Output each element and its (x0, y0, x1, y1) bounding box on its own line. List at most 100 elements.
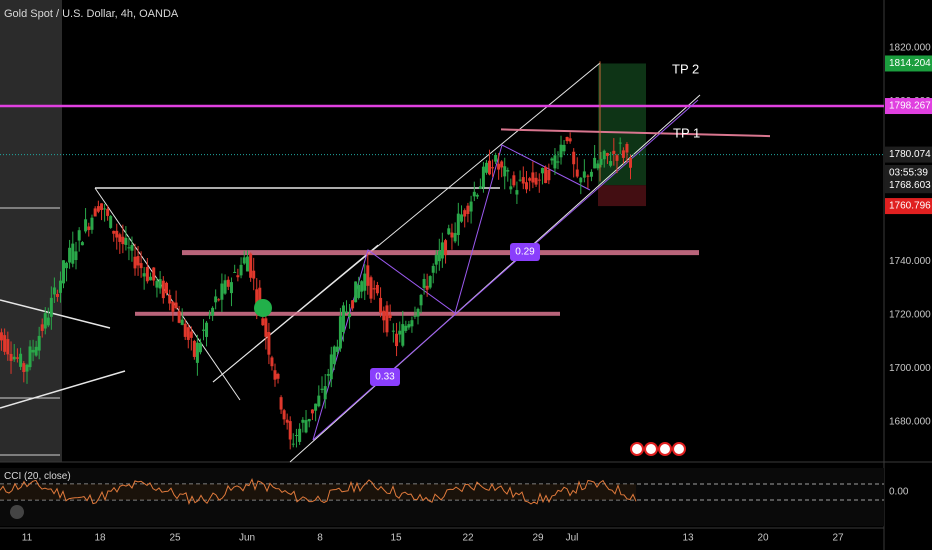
settings-icon[interactable] (10, 505, 24, 519)
candle-body (195, 342, 199, 363)
time-tick-label: 18 (94, 533, 106, 544)
candle-body (332, 346, 336, 365)
candle-body (521, 177, 525, 184)
time-tick-label: 11 (22, 533, 33, 544)
cci-value-label: 0.00 (889, 487, 909, 498)
candle-body (503, 166, 507, 177)
candle-body (437, 250, 441, 262)
price-badge-text: 03:55:39 (889, 168, 928, 179)
candle-body (310, 409, 314, 414)
candle-body (87, 226, 91, 231)
candle-body (6, 339, 10, 355)
economic-event-icon[interactable] (672, 442, 686, 456)
candle-body (288, 421, 292, 440)
candle-body (497, 163, 501, 170)
candle-body (444, 240, 448, 256)
time-tick-label: 13 (682, 533, 694, 544)
price-badge (885, 177, 932, 194)
candle-body (142, 273, 146, 277)
candle-body (127, 247, 131, 249)
candle-body (568, 138, 572, 142)
candle-body (214, 296, 218, 303)
candle-body (258, 287, 262, 303)
candle-body (168, 295, 172, 304)
candle-body (484, 162, 488, 173)
candle-body (593, 157, 597, 169)
candle-body (518, 179, 522, 181)
candle-body (229, 282, 233, 294)
candle-body (460, 214, 464, 222)
candle-body (145, 267, 149, 282)
candle-body (301, 419, 305, 423)
candle-body (379, 297, 383, 313)
time-tick-label: 22 (462, 533, 474, 544)
candle-body (9, 353, 13, 361)
candle-body (3, 335, 7, 352)
candle-body (565, 136, 569, 142)
candle-body (335, 346, 339, 352)
candle-body (279, 397, 283, 410)
candle-body (475, 194, 479, 197)
time-tick-label: Jun (239, 533, 255, 544)
candle-body (270, 357, 274, 367)
candle-body (201, 329, 205, 331)
time-tick-label: 25 (169, 533, 181, 544)
candle-body (68, 247, 72, 263)
economic-event-icon[interactable] (658, 442, 672, 456)
candle-body (96, 206, 100, 212)
candle-body (491, 167, 495, 169)
candle-body (186, 327, 190, 340)
sl-zone (598, 185, 646, 207)
candle-body (524, 182, 528, 190)
wedge-lower (0, 370, 126, 409)
candle-body (267, 332, 271, 355)
time-tick-label: 8 (317, 533, 323, 544)
candle-body (304, 420, 308, 433)
candle-body (320, 388, 324, 390)
candle-body (544, 167, 548, 184)
candle-body (109, 216, 113, 228)
candle-body (375, 284, 379, 294)
candle-body (255, 289, 259, 306)
event-count: 3 (656, 434, 661, 443)
candle-body (115, 230, 119, 238)
candle-body (625, 143, 629, 153)
uptrend-lower (289, 94, 701, 463)
candle-body (52, 287, 56, 295)
candle-body (40, 324, 44, 331)
uptrend-upper (212, 62, 601, 383)
candle-body (338, 316, 342, 349)
candle-body (34, 346, 38, 356)
tp2-label: TP 2 (672, 61, 699, 76)
candle-body (422, 278, 426, 288)
candle-body (440, 242, 444, 259)
price-badge-text: 1814.204 (889, 58, 931, 69)
candle-body (25, 364, 29, 372)
candle-body (282, 410, 286, 420)
candle-body (43, 313, 47, 329)
candle-body (192, 340, 196, 357)
candle-body (363, 273, 367, 291)
economic-event-icon[interactable] (630, 442, 644, 456)
candle-body (174, 302, 178, 309)
candle-body (472, 191, 476, 197)
candle-body (180, 319, 184, 325)
candle-body (534, 177, 538, 185)
candle-body (317, 395, 321, 407)
candle-body (463, 210, 467, 217)
candle-body (466, 205, 470, 215)
candle-body (326, 374, 330, 376)
candle-body (388, 314, 392, 319)
economic-event-icon[interactable] (644, 442, 658, 456)
price-tick-label: 1720.000 (889, 310, 931, 321)
price-badge-text: 1760.796 (889, 201, 931, 212)
candle-body (118, 234, 122, 242)
candle-body (273, 370, 277, 380)
candle-body (245, 256, 249, 272)
candle-body (233, 271, 237, 273)
candle-body (621, 150, 625, 158)
candle-body (416, 308, 420, 317)
candle-body (307, 418, 311, 422)
